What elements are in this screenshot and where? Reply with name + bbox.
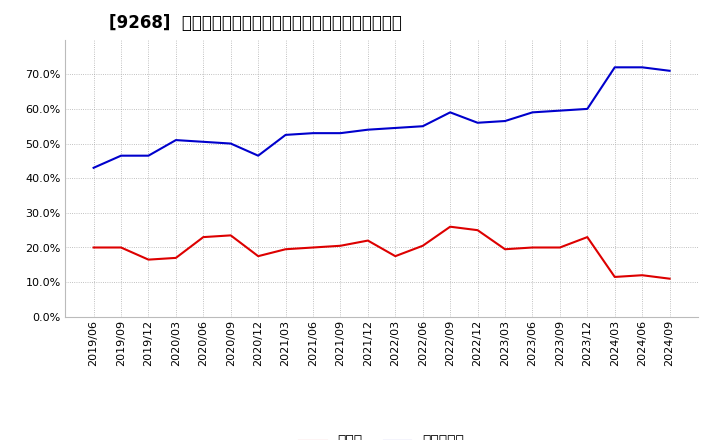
現預金 bbox=[500, 246, 509, 252]
有利子負債 bbox=[199, 139, 207, 144]
有利子負債 bbox=[117, 153, 125, 158]
現預金 bbox=[446, 224, 454, 229]
Text: [9268]  現預金、有利子負債の総資産に対する比率の推移: [9268] 現預金、有利子負債の総資産に対する比率の推移 bbox=[109, 15, 402, 33]
現預金 bbox=[364, 238, 372, 243]
Line: 有利子負債: 有利子負債 bbox=[94, 67, 670, 168]
有利子負債 bbox=[89, 165, 98, 170]
有利子負債 bbox=[665, 68, 674, 73]
Legend: 現預金, 有利子負債: 現預金, 有利子負債 bbox=[293, 429, 470, 440]
現預金 bbox=[89, 245, 98, 250]
有利子負債 bbox=[144, 153, 153, 158]
有利子負債 bbox=[254, 153, 263, 158]
現預金 bbox=[556, 245, 564, 250]
現預金 bbox=[418, 243, 427, 249]
有利子負債 bbox=[500, 118, 509, 124]
有利子負債 bbox=[336, 131, 345, 136]
有利子負債 bbox=[171, 137, 180, 143]
有利子負債 bbox=[638, 65, 647, 70]
現預金 bbox=[226, 233, 235, 238]
有利子負債 bbox=[282, 132, 290, 138]
有利子負債 bbox=[583, 106, 592, 111]
有利子負債 bbox=[528, 110, 537, 115]
現預金 bbox=[638, 272, 647, 278]
現預金 bbox=[117, 245, 125, 250]
有利子負債 bbox=[556, 108, 564, 113]
現預金 bbox=[144, 257, 153, 262]
有利子負債 bbox=[391, 125, 400, 131]
現預金 bbox=[336, 243, 345, 249]
現預金 bbox=[391, 253, 400, 259]
現預金 bbox=[473, 227, 482, 233]
有利子負債 bbox=[309, 131, 318, 136]
Line: 現預金: 現預金 bbox=[94, 227, 670, 279]
現預金 bbox=[199, 235, 207, 240]
有利子負債 bbox=[473, 120, 482, 125]
現預金 bbox=[282, 246, 290, 252]
現預金 bbox=[665, 276, 674, 281]
現預金 bbox=[583, 235, 592, 240]
現預金 bbox=[254, 253, 263, 259]
現預金 bbox=[309, 245, 318, 250]
現預金 bbox=[528, 245, 537, 250]
現預金 bbox=[171, 255, 180, 260]
有利子負債 bbox=[226, 141, 235, 146]
有利子負債 bbox=[611, 65, 619, 70]
有利子負債 bbox=[418, 124, 427, 129]
有利子負債 bbox=[446, 110, 454, 115]
現預金 bbox=[611, 274, 619, 279]
有利子負債 bbox=[364, 127, 372, 132]
